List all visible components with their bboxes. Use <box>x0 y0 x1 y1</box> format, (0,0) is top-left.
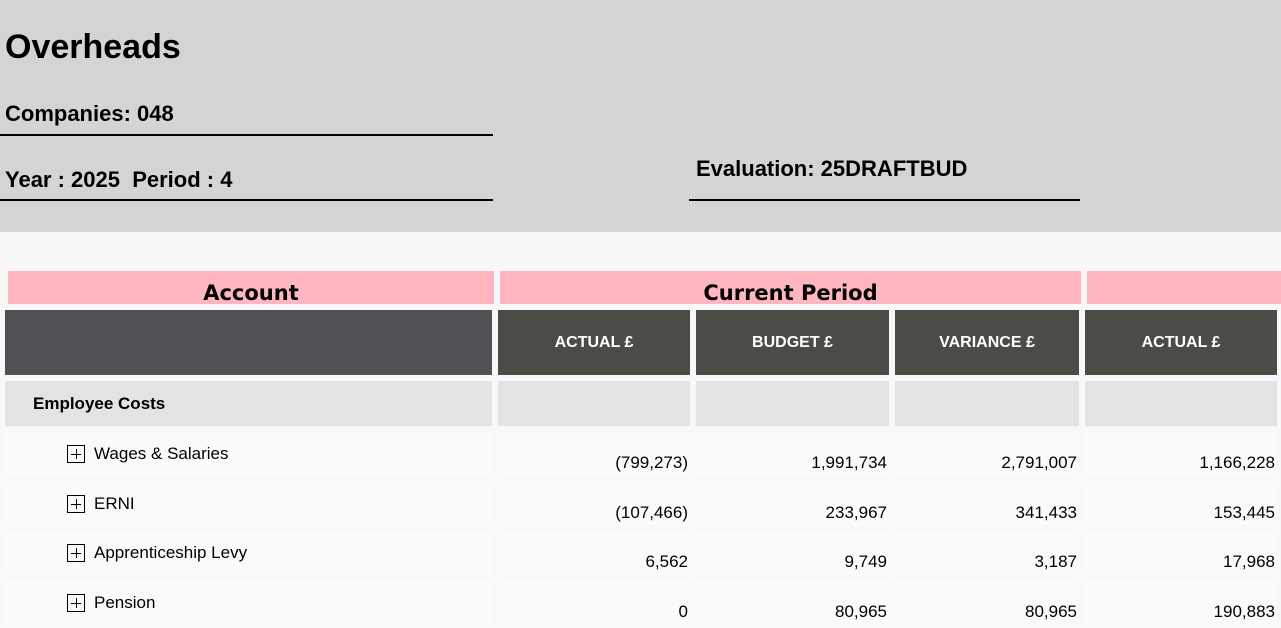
cell-ytd-actual: 190,883 <box>1085 581 1277 625</box>
group-header-ytd <box>1087 271 1281 304</box>
expand-icon[interactable] <box>67 594 85 612</box>
cell-budget: 1,991,734 <box>696 432 889 476</box>
account-name[interactable]: ERNI <box>94 494 135 513</box>
account-name[interactable]: Wages & Salaries <box>94 444 229 463</box>
cell-ytd-actual: 153,445 <box>1085 482 1277 526</box>
cell-ytd-actual: 1,166,228 <box>1085 432 1277 476</box>
account-column-header <box>5 310 492 375</box>
cell-variance: 3,187 <box>895 531 1079 575</box>
table-row-account: ERNI <box>5 482 492 526</box>
divider <box>0 199 493 201</box>
cell-variance: 341,433 <box>895 482 1079 526</box>
table-row-account: Apprenticeship Levy <box>5 531 492 575</box>
cell-budget: 233,967 <box>696 482 889 526</box>
expand-icon[interactable] <box>67 495 85 513</box>
group-header-current-period: Current Period <box>500 271 1081 304</box>
col-header-actual: ACTUAL £ <box>498 310 690 375</box>
expand-icon[interactable] <box>67 544 85 562</box>
expand-icon[interactable] <box>67 445 85 463</box>
cell-actual: (799,273) <box>498 432 690 476</box>
cell-actual: 6,562 <box>498 531 690 575</box>
cell-actual: 0 <box>498 581 690 625</box>
section-cell <box>696 381 889 426</box>
col-header-variance: VARIANCE £ <box>895 310 1079 375</box>
section-cell <box>895 381 1079 426</box>
divider <box>0 134 493 136</box>
page-title: Overheads <box>5 28 181 66</box>
account-name[interactable]: Apprenticeship Levy <box>94 543 248 562</box>
spacer <box>0 232 1281 264</box>
report-header: Overheads Companies: 048 Year : 2025 Per… <box>0 0 1281 232</box>
section-cell <box>1085 381 1277 426</box>
section-label: Employee Costs <box>33 393 166 413</box>
cell-budget: 9,749 <box>696 531 889 575</box>
table-row-account: Pension <box>5 581 492 625</box>
companies-label: Companies: 048 <box>5 101 174 126</box>
section-cell <box>498 381 690 426</box>
group-header-account: Account <box>8 271 494 304</box>
col-header-ytd-actual: ACTUAL £ <box>1085 310 1277 375</box>
cell-variance: 80,965 <box>895 581 1079 625</box>
evaluation-label: Evaluation: 25DRAFTBUD <box>696 156 968 181</box>
cell-actual: (107,466) <box>498 482 690 526</box>
cell-budget: 80,965 <box>696 581 889 625</box>
divider <box>689 199 1080 201</box>
section-employee-costs: Employee Costs <box>5 381 492 426</box>
account-name[interactable]: Pension <box>94 593 156 612</box>
cell-ytd-actual: 17,968 <box>1085 531 1277 575</box>
year-period-label: Year : 2025 Period : 4 <box>5 167 233 192</box>
cell-variance: 2,791,007 <box>895 432 1079 476</box>
col-header-budget: BUDGET £ <box>696 310 889 375</box>
table-row-account: Wages & Salaries <box>5 432 492 476</box>
